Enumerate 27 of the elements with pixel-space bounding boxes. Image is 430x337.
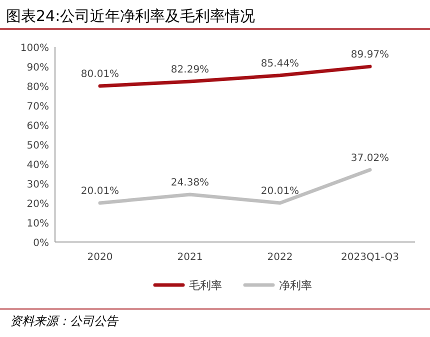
y-tick-label: 70%: [26, 102, 49, 112]
y-tick-label: 0%: [33, 238, 49, 249]
legend-label: 毛利率: [189, 279, 222, 292]
y-tick-label: 50%: [26, 140, 49, 152]
y-tick-label: 80%: [26, 82, 49, 93]
data-label: 82.29%: [170, 64, 210, 76]
legend-label: 净利率: [279, 279, 312, 292]
data-label: 37.02%: [350, 152, 390, 164]
x-tick-label: 2020: [87, 252, 113, 263]
y-tick-label: 10%: [26, 218, 49, 230]
y-tick-label: 60%: [26, 121, 49, 132]
text: 资料来源：公司公告: [10, 314, 119, 328]
data-label: 24.38%: [170, 177, 210, 188]
data-label: 20.01%: [260, 186, 300, 197]
y-tick-label: 20%: [26, 199, 49, 210]
data-label: 80.01%: [80, 68, 120, 80]
data-label: 89.97%: [350, 50, 390, 61]
y-tick-label: 100%: [20, 43, 49, 54]
x-tick-label: 2022: [267, 252, 293, 263]
x-tick-label: 2023Q1-Q3: [341, 252, 399, 263]
data-label: 85.44%: [260, 58, 300, 70]
x-tick-label: 2021: [177, 252, 203, 263]
y-tick-label: 90%: [26, 62, 49, 74]
y-tick-label: 40%: [26, 160, 49, 171]
y-tick-label: 30%: [26, 180, 49, 190]
chart-title: 图表24:公司近年净利率及毛利率情况: [6, 7, 256, 25]
data-label: 20.01%: [80, 186, 120, 197]
